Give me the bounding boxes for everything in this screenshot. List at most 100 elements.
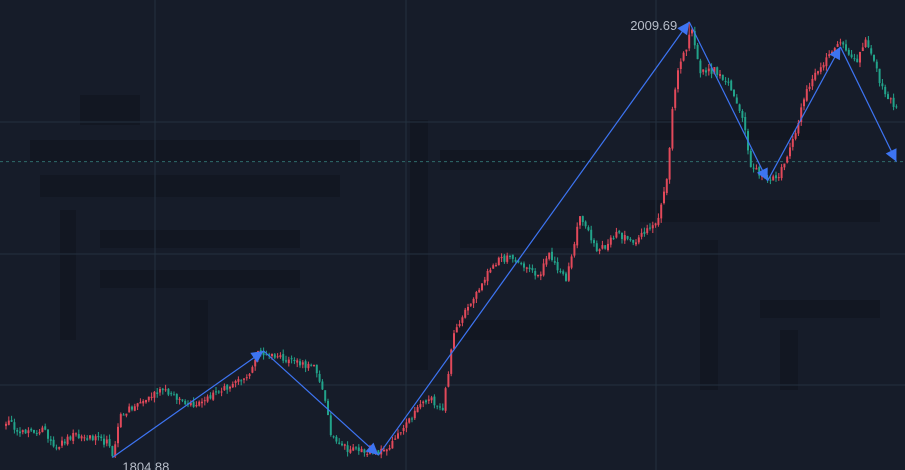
candle-body bbox=[164, 389, 167, 391]
candles bbox=[5, 21, 898, 459]
candle-body bbox=[16, 430, 19, 432]
candle-body bbox=[117, 426, 119, 444]
candle-body bbox=[500, 257, 503, 259]
candle-body bbox=[699, 60, 702, 74]
candle-body bbox=[520, 263, 523, 265]
candle-body bbox=[458, 324, 461, 326]
candle-body bbox=[671, 109, 674, 149]
candle-body bbox=[786, 156, 789, 163]
candle-body bbox=[640, 232, 643, 237]
candle-body bbox=[587, 227, 590, 231]
candle-body bbox=[321, 381, 324, 390]
candle-body bbox=[663, 191, 665, 204]
candle-body bbox=[469, 303, 472, 306]
trend-leg bbox=[112, 350, 264, 458]
candle-body bbox=[86, 438, 89, 440]
candle-body bbox=[467, 307, 469, 311]
candle-body bbox=[777, 177, 780, 179]
candle-body bbox=[161, 388, 164, 391]
candle-body bbox=[881, 83, 884, 87]
trend-arrowhead bbox=[250, 350, 264, 363]
candle-body bbox=[248, 374, 251, 377]
candle-body bbox=[352, 447, 355, 451]
candle-body bbox=[800, 107, 803, 122]
candle-body bbox=[495, 265, 497, 267]
candle-body bbox=[279, 355, 282, 358]
candle-body bbox=[556, 262, 559, 271]
candle-body bbox=[797, 123, 800, 134]
candle-body bbox=[674, 89, 677, 108]
candle-body bbox=[651, 225, 654, 229]
candle-body bbox=[593, 240, 595, 244]
candle-body bbox=[889, 98, 892, 100]
candle-body bbox=[817, 71, 819, 74]
candle-body bbox=[724, 81, 727, 83]
candle-body bbox=[839, 42, 842, 44]
candle-body bbox=[696, 44, 699, 60]
candle-body bbox=[80, 436, 83, 439]
candle-body bbox=[492, 265, 495, 269]
candle-body bbox=[245, 377, 248, 379]
candle-body bbox=[565, 273, 567, 281]
candle-body bbox=[397, 433, 399, 439]
candle-body bbox=[7, 420, 10, 425]
candle-body bbox=[590, 229, 593, 241]
candle-body bbox=[212, 392, 215, 400]
candle-body bbox=[19, 431, 21, 434]
candle-body bbox=[178, 398, 181, 400]
candle-body bbox=[226, 384, 229, 390]
candle-body bbox=[301, 362, 304, 365]
candle-body bbox=[55, 447, 58, 449]
candle-body bbox=[453, 333, 455, 349]
candle-body bbox=[730, 80, 733, 91]
candle-body bbox=[273, 354, 276, 358]
candle-body bbox=[539, 274, 542, 277]
candle-body bbox=[159, 389, 161, 393]
candle-body bbox=[705, 70, 707, 73]
candle-body bbox=[693, 30, 696, 46]
candle-body bbox=[66, 436, 69, 445]
candle-body bbox=[845, 44, 847, 51]
candle-body bbox=[665, 179, 668, 193]
candle-body bbox=[189, 402, 192, 406]
candle-body bbox=[357, 447, 360, 451]
candle-body bbox=[719, 74, 721, 76]
candle-body bbox=[475, 292, 478, 299]
candle-body bbox=[755, 168, 758, 170]
candle-body bbox=[175, 394, 178, 400]
candle-body bbox=[643, 231, 646, 234]
candle-body bbox=[497, 257, 500, 266]
candle-body bbox=[173, 394, 175, 396]
candle-body bbox=[710, 67, 713, 74]
candle-body bbox=[408, 418, 411, 423]
candle-body bbox=[853, 58, 856, 60]
candle-body bbox=[287, 359, 290, 364]
candle-body bbox=[707, 68, 710, 72]
candle-body bbox=[621, 233, 623, 240]
candle-body bbox=[576, 226, 579, 246]
candle-body bbox=[383, 450, 385, 451]
candle-body bbox=[335, 436, 338, 442]
candle-body bbox=[545, 258, 548, 265]
candle-body bbox=[856, 58, 859, 63]
candle-body bbox=[156, 392, 159, 394]
candle-body bbox=[553, 261, 556, 263]
candle-body bbox=[318, 374, 321, 382]
candle-body bbox=[601, 245, 604, 249]
watermark-logo bbox=[30, 95, 880, 390]
candle-body bbox=[215, 391, 217, 393]
candle-body bbox=[346, 445, 349, 452]
low-price-label: 1804.88 bbox=[122, 460, 169, 470]
candle-body bbox=[581, 216, 584, 222]
candle-body bbox=[632, 239, 635, 243]
candle-body bbox=[878, 68, 881, 83]
candle-body bbox=[534, 271, 537, 276]
candle-body bbox=[58, 447, 61, 449]
candle-body bbox=[416, 407, 419, 413]
trend-leg bbox=[839, 46, 897, 162]
candle-body bbox=[131, 406, 133, 410]
candle-body bbox=[791, 139, 794, 147]
candle-body bbox=[649, 227, 651, 229]
